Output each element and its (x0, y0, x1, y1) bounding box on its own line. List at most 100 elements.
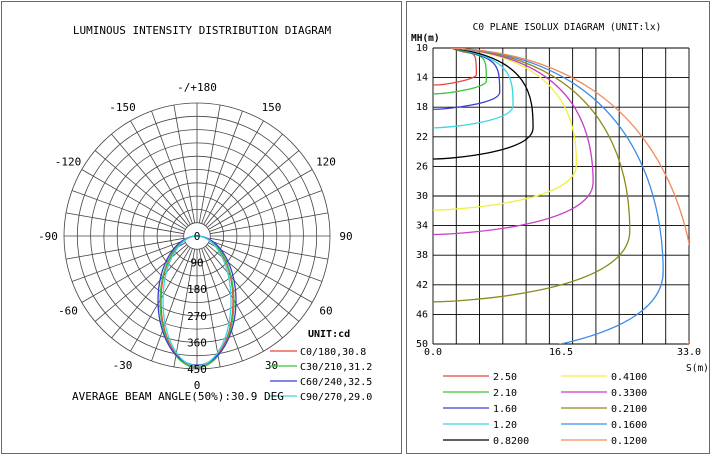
isolux-curve (433, 48, 594, 236)
isolux-xlabel: S(m) (686, 363, 709, 374)
polar-spoke (206, 150, 300, 228)
polar-spoke (94, 150, 188, 228)
polar-radial-label: 90 (190, 257, 203, 270)
polar-angle-label: -150 (109, 101, 136, 114)
polar-spoke (210, 212, 329, 235)
polar-spoke (210, 237, 329, 260)
polar-spoke (173, 249, 196, 368)
isolux-legend-label: 1.60 (493, 404, 517, 415)
polar-chart: LUMINOUS INTENSITY DISTRIBUTION DIAGRAM … (38, 24, 372, 403)
polar-angle-label: 150 (262, 101, 282, 114)
polar-legend-label: C30/210,31.2 (300, 362, 372, 373)
polar-radial-label: 0 (194, 230, 201, 243)
isolux-curve (433, 48, 514, 129)
polar-spoke (65, 212, 184, 235)
isolux-legend-label: 2.50 (493, 372, 517, 383)
isolux-legend: 2.50 2.10 1.60 1.20 0.8200 0.4100 0.3300 0.2100… (443, 372, 647, 447)
polar-spoke (201, 110, 243, 224)
isolux-xticks: 0.0 16.5 33.0 (424, 347, 701, 358)
isolux-ytick: 26 (416, 161, 428, 172)
isolux-legend-label: 0.3300 (611, 388, 647, 399)
polar-title: LUMINOUS INTENSITY DISTRIBUTION DIAGRAM (73, 24, 332, 37)
polar-spoke (151, 110, 193, 224)
polar-curves (157, 235, 237, 369)
isolux-curve (433, 48, 631, 303)
isolux-grid (432, 47, 690, 345)
beam-angle-footer: AVERAGE BEAM ANGLE(50%):30.9 DEG (72, 390, 284, 403)
isolux-legend-label: 0.4100 (611, 372, 647, 383)
polar-spoke (173, 104, 196, 223)
polar-angle-label: -120 (55, 156, 82, 169)
isolux-panel: C0 PLANE ISOLUX DIAGRAM (UNIT:lx) MH(m) … (406, 1, 710, 454)
isolux-ytick: 10 (416, 43, 428, 54)
polar-spoke (130, 120, 191, 225)
polar-legend: C0/180,30.8 C30/210,31.2 C60/240,32.5 C90/2… (270, 347, 372, 403)
isolux-ytick: 14 (416, 73, 428, 84)
polar-spoke (201, 248, 243, 362)
polar-spoke (198, 249, 221, 368)
polar-angle-label: -30 (113, 359, 133, 372)
polar-spoke (71, 240, 185, 282)
polar-spoke (208, 242, 313, 303)
polar-radial-label: 450 (187, 363, 207, 376)
isolux-legend-label: 0.1600 (611, 420, 647, 431)
isolux-xtick: 16.5 (549, 347, 573, 358)
polar-angle-label: 60 (319, 305, 332, 318)
polar-spoke (209, 190, 323, 232)
polar-spoke (111, 245, 189, 339)
polar-angle-label: -60 (58, 305, 78, 318)
polar-spoke (205, 133, 283, 227)
polar-legend-label: C0/180,30.8 (300, 347, 366, 358)
polar-spoke (208, 169, 313, 230)
isolux-ytick: 46 (416, 309, 428, 320)
polar-spoke (81, 169, 186, 230)
isolux-legend-label: 0.2100 (611, 404, 647, 415)
polar-curve (162, 235, 232, 367)
polar-angle-label: 120 (316, 156, 336, 169)
polar-radial-labels: 0 90 180 270 360 450 (187, 230, 207, 376)
isolux-ytick: 38 (416, 250, 428, 261)
isolux-ytick: 30 (416, 191, 428, 202)
polar-angle-label: -90 (38, 230, 58, 243)
isolux-ytick: 34 (416, 221, 428, 232)
isolux-ytick: 42 (416, 280, 428, 291)
polar-spoke (65, 237, 184, 260)
isolux-ytick: 18 (416, 102, 428, 113)
isolux-title: C0 PLANE ISOLUX DIAGRAM (UNIT:lx) (473, 22, 662, 33)
isolux-curve (433, 48, 534, 160)
isolux-curve (433, 48, 578, 211)
isolux-chart: C0 PLANE ISOLUX DIAGRAM (UNIT:lx) MH(m) … (411, 22, 709, 447)
isolux-ylabel: MH(m) (411, 33, 440, 44)
polar-spoke (205, 245, 283, 339)
polar-spoke (209, 240, 323, 282)
isolux-xtick: 33.0 (677, 347, 701, 358)
isolux-yticks: 10 14 18 22 26 30 34 38 42 46 50 (416, 43, 428, 350)
polar-radial-label: 270 (187, 310, 207, 323)
isolux-ytick: 22 (416, 132, 428, 143)
polar-legend-label: C90/270,29.0 (300, 392, 372, 403)
isolux-legend-label: 1.20 (493, 420, 517, 431)
polar-spoke (71, 190, 185, 232)
isolux-legend-label: 0.8200 (493, 436, 529, 447)
isolux-curves (433, 48, 689, 344)
isolux-xtick: 0.0 (424, 347, 442, 358)
polar-spoke (81, 242, 186, 303)
polar-angle-label: -/+180 (177, 81, 217, 94)
intensity-distribution-panel: LUMINOUS INTENSITY DISTRIBUTION DIAGRAM … (1, 1, 402, 454)
polar-radial-label: 180 (187, 283, 207, 296)
polar-legend-label: C60/240,32.5 (300, 377, 372, 388)
isolux-curve (450, 48, 664, 344)
unit-label: UNIT:cd (308, 329, 350, 340)
polar-radial-label: 360 (187, 336, 207, 349)
polar-spoke (203, 120, 264, 225)
isolux-curve (450, 48, 689, 344)
polar-spoke (151, 248, 193, 362)
polar-spoke (111, 133, 189, 227)
isolux-ytick: 50 (416, 339, 428, 350)
isolux-legend-label: 0.1200 (611, 436, 647, 447)
polar-angle-label: 90 (339, 230, 352, 243)
isolux-legend-label: 2.10 (493, 388, 517, 399)
polar-spoke (198, 104, 221, 223)
polar-angle-label: 0 (194, 379, 201, 392)
